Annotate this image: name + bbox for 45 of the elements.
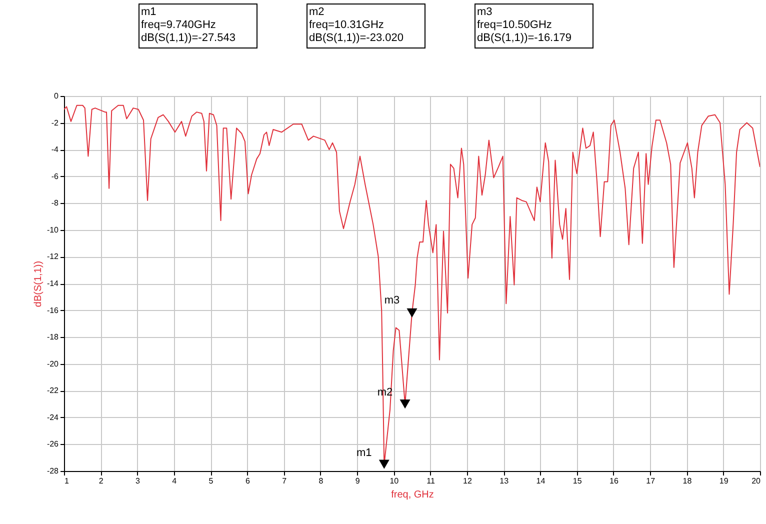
y-tick-label: -24 bbox=[46, 412, 60, 422]
y-tick-label: -14 bbox=[46, 279, 60, 288]
y-tick-label: 0 bbox=[54, 92, 60, 100]
x-tick-label: 11 bbox=[426, 476, 436, 486]
x-tick-label: 15 bbox=[572, 476, 582, 486]
point bbox=[406, 308, 418, 318]
y-tick-label: -10 bbox=[46, 225, 60, 234]
y-tick-label: -26 bbox=[46, 440, 60, 449]
x-tick-label: 6 bbox=[245, 476, 250, 486]
y-tick-label: -18 bbox=[46, 332, 60, 342]
x-tick-label: 10 bbox=[390, 476, 400, 486]
point bbox=[400, 399, 410, 409]
x-tick-label: 19 bbox=[719, 476, 729, 486]
x-tick-label: 2 bbox=[98, 476, 104, 486]
x-tick-label: 17 bbox=[646, 476, 656, 486]
x-tick-label: 9 bbox=[355, 476, 360, 486]
x-tick-label: 4 bbox=[172, 476, 178, 486]
x-tick-label: 8 bbox=[318, 476, 324, 486]
x-tick-label: 3 bbox=[136, 476, 141, 486]
annotation: m1 bbox=[356, 446, 372, 459]
y-tick-label: -2 bbox=[51, 118, 60, 128]
text: m3 freq=10.50GHz dB(S(1,1))=-16.179 bbox=[477, 6, 572, 44]
y-tick-label: -12 bbox=[46, 252, 60, 262]
x-tick-label: 1 bbox=[64, 476, 70, 486]
x-tick-label: 7 bbox=[282, 476, 288, 486]
y-tick-label: -20 bbox=[46, 359, 60, 368]
x-axis-title: freq, GHz bbox=[391, 490, 434, 500]
text: m2 freq=10.31GHz dB(S(1,1))=-23.020 bbox=[309, 6, 404, 44]
point bbox=[378, 460, 390, 469]
x-tick-label: 16 bbox=[610, 476, 619, 486]
x-tick-label: 5 bbox=[208, 476, 214, 486]
y-tick-label: -28 bbox=[46, 466, 60, 476]
x-tick-label: 12 bbox=[462, 476, 472, 486]
y-tick-label: -22 bbox=[46, 386, 60, 396]
y-tick-label: -16 bbox=[46, 306, 60, 315]
y-tick-label: -8 bbox=[51, 198, 60, 208]
x-tick-label: 18 bbox=[682, 476, 692, 486]
x-tick-label: 20 bbox=[752, 476, 762, 486]
x-tick-label: 13 bbox=[500, 476, 510, 486]
text: m1 freq=9.740GHz dB(S(1,1))=-27.543 bbox=[141, 6, 236, 44]
y-tick-label: -4 bbox=[51, 145, 60, 154]
y-tick-label: -6 bbox=[51, 172, 60, 181]
y-axis-title: dB(S(1,1)) bbox=[32, 260, 44, 308]
annotation: m3 bbox=[384, 294, 400, 307]
x-tick-label: 14 bbox=[536, 476, 546, 486]
